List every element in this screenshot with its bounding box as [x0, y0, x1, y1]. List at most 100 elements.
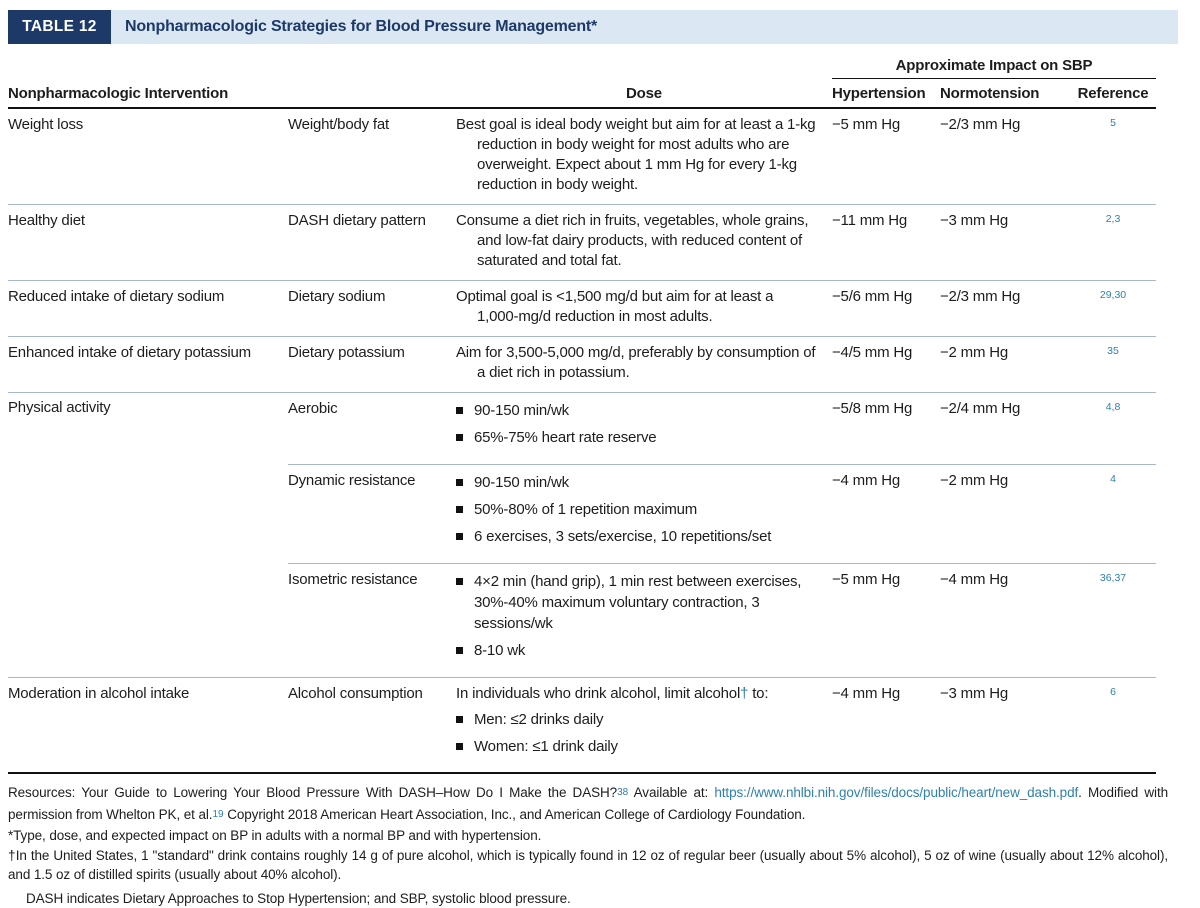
square-bullet-icon — [456, 434, 463, 441]
dose-description-cell: Consume a diet rich in fruits, vegetable… — [456, 211, 832, 271]
table-number-badge: TABLE 12 — [8, 10, 111, 44]
hypertension-impact-cell: −4 mm Hg — [832, 684, 940, 763]
alcohol-intro-line: In individuals who drink alcohol, limit … — [456, 684, 832, 704]
table-row-dietary-sodium: Reduced intake of dietary sodium Dietary… — [8, 280, 1156, 336]
dose-label-cell: Dietary potassium — [288, 343, 456, 383]
hypertension-impact-cell: −4/5 mm Hg — [832, 343, 940, 383]
dose-label-cell: Isometric resistance — [288, 570, 456, 667]
dose-description-cell: Best goal is ideal body weight but aim f… — [456, 115, 832, 195]
square-bullet-icon — [456, 743, 463, 750]
reference-cell: 35 — [1070, 343, 1156, 383]
intervention-cell: Moderation in alcohol intake — [8, 684, 288, 763]
dose-description-cell: Aim for 3,500-5,000 mg/d, preferably by … — [456, 343, 832, 383]
table-row-alcohol: Moderation in alcohol intake Alcohol con… — [8, 677, 1156, 772]
bullet-item: Men: ≤2 drinks daily — [456, 709, 826, 730]
subrow-aerobic: Aerobic 90-150 min/wk 65%-75% heart rate… — [288, 393, 1156, 464]
square-bullet-icon — [456, 533, 463, 540]
bullet-item: Women: ≤1 drink daily — [456, 736, 826, 757]
footnote-asterisk: *Type, dose, and expected impact on BP i… — [8, 826, 1168, 846]
dose-label-cell: Weight/body fat — [288, 115, 456, 195]
dose-description-cell: 90-150 min/wk 65%-75% heart rate reserve — [456, 399, 832, 454]
reference-link[interactable]: 38 — [617, 787, 628, 798]
reference-link[interactable]: 2,3 — [1106, 213, 1121, 225]
dose-label-cell: DASH dietary pattern — [288, 211, 456, 271]
table-bottom-rule — [8, 772, 1156, 774]
reference-cell: 6 — [1070, 684, 1156, 763]
reference-link[interactable]: 4 — [1110, 473, 1116, 485]
column-header-dose-label — [288, 102, 456, 107]
intervention-cell: Healthy diet — [8, 211, 288, 271]
reference-cell: 2,3 — [1070, 211, 1156, 271]
table-row-dietary-potassium: Enhanced intake of dietary potassium Die… — [8, 336, 1156, 392]
reference-link[interactable]: 19 — [212, 809, 223, 820]
reference-link[interactable]: 4,8 — [1106, 401, 1121, 413]
reference-link[interactable]: 29,30 — [1100, 289, 1126, 301]
table-title: Nonpharmacologic Strategies for Blood Pr… — [111, 10, 1178, 44]
hypertension-impact-cell: −5/8 mm Hg — [832, 399, 940, 454]
footnotes: Resources: Your Guide to Lowering Your B… — [8, 783, 1168, 908]
reference-cell: 29,30 — [1070, 287, 1156, 327]
square-bullet-icon — [456, 407, 463, 414]
column-header-normotension: Normotension — [940, 85, 1070, 107]
dose-label-cell: Aerobic — [288, 399, 456, 454]
bullet-item: 6 exercises, 3 sets/exercise, 10 repetit… — [456, 526, 826, 547]
bullet-item: 90-150 min/wk — [456, 472, 826, 493]
column-header-hypertension: Hypertension — [832, 85, 940, 107]
hypertension-impact-cell: −5 mm Hg — [832, 570, 940, 667]
normotension-impact-cell: −2/3 mm Hg — [940, 115, 1070, 195]
hypertension-impact-cell: −4 mm Hg — [832, 471, 940, 553]
column-header-reference: Reference — [1070, 85, 1156, 107]
normotension-impact-cell: −2/3 mm Hg — [940, 287, 1070, 327]
subrow-dynamic-resistance: Dynamic resistance 90-150 min/wk 50%-80%… — [288, 464, 1156, 563]
nhlbi-dash-link[interactable]: https://www.nhlbi.nih.gov/files/docs/pub… — [714, 785, 1078, 800]
normotension-impact-cell: −4 mm Hg — [940, 570, 1070, 667]
column-header-dose: Dose — [456, 85, 832, 107]
table-row-healthy-diet: Healthy diet DASH dietary pattern Consum… — [8, 204, 1156, 280]
dose-description-cell: 90-150 min/wk 50%-80% of 1 repetition ma… — [456, 471, 832, 553]
hypertension-impact-cell: −5 mm Hg — [832, 115, 940, 195]
table-header-group-row: Approximate Impact on SBP — [8, 57, 1156, 79]
reference-link[interactable]: 35 — [1107, 345, 1119, 357]
reference-cell: 5 — [1070, 115, 1156, 195]
table-title-bar: TABLE 12 Nonpharmacologic Strategies for… — [8, 10, 1178, 44]
footnote-resources: Resources: Your Guide to Lowering Your B… — [8, 783, 1168, 826]
dose-description-cell: 4×2 min (hand grip), 1 min rest between … — [456, 570, 832, 667]
reference-link[interactable]: 5 — [1110, 117, 1116, 129]
normotension-impact-cell: −3 mm Hg — [940, 211, 1070, 271]
square-bullet-icon — [456, 479, 463, 486]
normotension-impact-cell: −2 mm Hg — [940, 343, 1070, 383]
bullet-item: 50%-80% of 1 repetition maximum — [456, 499, 826, 520]
table: Approximate Impact on SBP Nonpharmacolog… — [8, 57, 1156, 774]
footnote-dagger: †In the United States, 1 "standard" drin… — [8, 846, 1168, 885]
intervention-cell: Enhanced intake of dietary potassium — [8, 343, 288, 383]
subrow-isometric-resistance: Isometric resistance 4×2 min (hand grip)… — [288, 563, 1156, 677]
reference-link[interactable]: 6 — [1110, 686, 1116, 698]
physical-activity-subrows: Aerobic 90-150 min/wk 65%-75% heart rate… — [288, 393, 1156, 677]
column-group-impact-sbp: Approximate Impact on SBP — [832, 57, 1156, 79]
intervention-cell: Physical activity — [8, 393, 288, 677]
intervention-cell: Reduced intake of dietary sodium — [8, 287, 288, 327]
dose-description-cell: In individuals who drink alcohol, limit … — [456, 684, 832, 763]
table-row-weight-loss: Weight loss Weight/body fat Best goal is… — [8, 109, 1156, 204]
reference-cell: 36,37 — [1070, 570, 1156, 667]
dose-description-cell: Optimal goal is <1,500 mg/d but aim for … — [456, 287, 832, 327]
square-bullet-icon — [456, 647, 463, 654]
reference-link[interactable]: 36,37 — [1100, 572, 1126, 584]
square-bullet-icon — [456, 716, 463, 723]
hypertension-impact-cell: −11 mm Hg — [832, 211, 940, 271]
normotension-impact-cell: −3 mm Hg — [940, 684, 1070, 763]
table-row-group-physical-activity: Physical activity Aerobic 90-150 min/wk … — [8, 392, 1156, 677]
dose-label-cell: Dynamic resistance — [288, 471, 456, 553]
hypertension-impact-cell: −5/6 mm Hg — [832, 287, 940, 327]
normotension-impact-cell: −2/4 mm Hg — [940, 399, 1070, 454]
dose-label-cell: Dietary sodium — [288, 287, 456, 327]
footnote-abbreviations: DASH indicates Dietary Approaches to Sto… — [8, 889, 1168, 908]
square-bullet-icon — [456, 578, 463, 585]
bullet-item: 90-150 min/wk — [456, 400, 826, 421]
normotension-impact-cell: −2 mm Hg — [940, 471, 1070, 553]
bullet-item: 8-10 wk — [456, 640, 826, 661]
bullet-item: 65%-75% heart rate reserve — [456, 427, 826, 448]
intervention-cell: Weight loss — [8, 115, 288, 195]
dose-label-cell: Alcohol consumption — [288, 684, 456, 763]
